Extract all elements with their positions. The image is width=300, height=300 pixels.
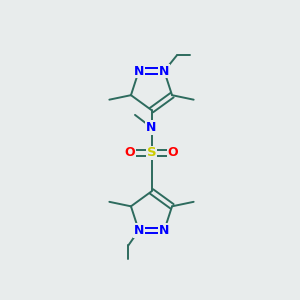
Text: N: N	[159, 64, 169, 77]
Text: S: S	[147, 146, 156, 160]
Text: N: N	[134, 64, 144, 77]
Text: O: O	[168, 146, 178, 160]
Text: N: N	[159, 224, 169, 237]
Text: N: N	[134, 224, 144, 237]
Text: N: N	[146, 121, 157, 134]
Text: O: O	[124, 146, 135, 160]
